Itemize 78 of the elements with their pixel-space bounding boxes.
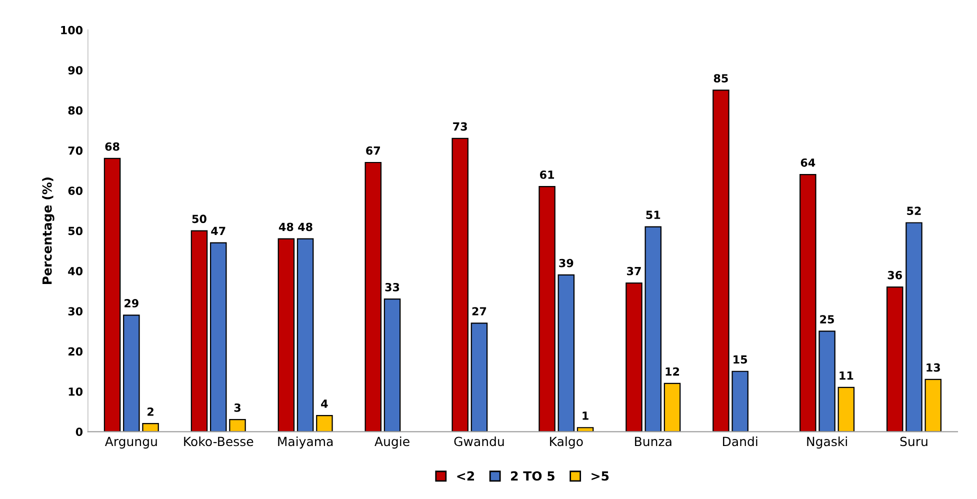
x-tick-label: Augie: [374, 436, 410, 449]
data-label: 13: [926, 363, 940, 372]
bar: [558, 274, 575, 432]
bar: [104, 158, 121, 432]
bar: [838, 386, 855, 432]
data-label: 85: [714, 74, 728, 82]
bar: [886, 286, 904, 432]
data-label: 48: [298, 222, 312, 232]
y-tick-label: 100: [61, 26, 83, 34]
data-label: 4: [321, 400, 328, 408]
x-tick-label: Ngaski: [807, 436, 847, 449]
bar: [818, 330, 836, 432]
data-label: 1: [582, 412, 588, 420]
data-label: 3: [234, 403, 240, 412]
y-tick-label: 70: [68, 146, 83, 155]
data-label: 50: [192, 214, 206, 224]
legend-label: >5: [592, 471, 609, 481]
bar: [712, 90, 730, 432]
bar: [229, 419, 246, 432]
y-tick-label: 0: [76, 428, 83, 436]
data-label: 73: [453, 122, 467, 131]
y-tick-label: 40: [68, 266, 83, 276]
x-tick-label: Maiyama: [278, 436, 333, 449]
data-label: 37: [627, 266, 641, 276]
bar: [278, 238, 295, 432]
x-tick-label: Argungu: [104, 436, 157, 449]
y-tick-label: 90: [68, 66, 83, 74]
data-label: 64: [800, 158, 816, 167]
legend-label: 2 TO 5: [511, 471, 554, 481]
data-label: 12: [666, 367, 680, 376]
bar: [384, 298, 401, 432]
bar: [316, 415, 333, 432]
y-tick-label: 30: [68, 307, 83, 316]
x-tick-label: Bunza: [635, 436, 672, 446]
data-label: 33: [385, 282, 400, 292]
data-label: 51: [646, 210, 660, 220]
bar: [364, 162, 382, 432]
y-tick-label: 10: [68, 387, 83, 396]
data-label: 52: [907, 206, 921, 216]
bar: [538, 186, 556, 432]
x-tick-label: Kalgo: [550, 436, 583, 449]
x-tick-label: Koko-Besse: [184, 436, 254, 446]
bar: [732, 370, 748, 432]
legend-label: <2: [457, 471, 474, 480]
data-label: 68: [105, 142, 120, 151]
bar: [664, 382, 681, 432]
y-tick-label: 60: [68, 186, 83, 195]
data-label: 36: [888, 270, 902, 280]
bar: [452, 138, 468, 432]
data-label: 25: [820, 315, 834, 324]
y-tick-label: 50: [68, 226, 83, 236]
x-tick-label: Gwandu: [454, 436, 504, 446]
bar: [924, 378, 942, 432]
data-label: 11: [840, 371, 854, 380]
data-label: 67: [366, 146, 380, 155]
data-label: 61: [540, 170, 554, 179]
data-label: 29: [124, 299, 138, 308]
y-tick-label: 20: [68, 347, 83, 356]
data-label: 39: [559, 258, 574, 268]
y-tick-label: 80: [68, 106, 83, 115]
data-label: 2: [148, 407, 154, 416]
bar: [123, 314, 140, 432]
x-tick-label: Dandi: [722, 436, 758, 446]
bar: [800, 174, 816, 432]
bar: [644, 226, 662, 432]
data-label: 48: [278, 222, 294, 232]
data-label: 15: [734, 355, 748, 364]
data-label: 27: [472, 307, 486, 316]
x-tick-label: Suru: [900, 436, 928, 446]
bar: [906, 222, 922, 432]
bar: [470, 322, 488, 432]
data-label: 47: [211, 226, 226, 235]
bar: [210, 242, 227, 432]
bar: [190, 230, 208, 432]
bar: [142, 423, 159, 432]
y-axis-title: Percentage (%): [42, 178, 54, 284]
bar: [296, 238, 314, 432]
bar: [626, 282, 642, 432]
